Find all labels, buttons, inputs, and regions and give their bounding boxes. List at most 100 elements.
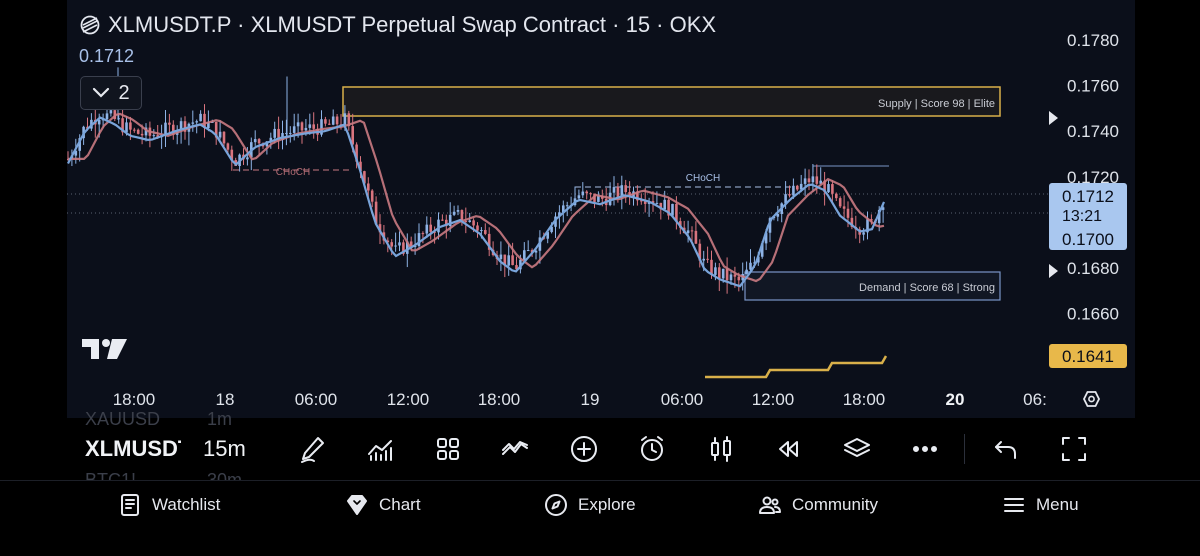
candle-body [195,121,198,123]
candle-body [425,224,429,234]
candle-body [507,255,510,266]
candle-body [156,135,159,138]
nav-explore[interactable]: Explore [544,493,636,517]
candle-body [515,265,518,270]
candle-body [803,178,807,184]
chart-header: XLMUSDT.P · XLMUSDT Perpetual Swap Contr… [80,10,716,40]
candle-body [581,191,585,196]
watchlist-icon [121,494,139,516]
candle-body [562,205,565,213]
candle-body [710,259,713,275]
candles-icon[interactable] [704,432,738,466]
nav-community-label: Community [792,495,878,514]
candle-body [546,232,549,239]
layers-icon[interactable] [840,432,874,466]
candle-body [125,122,128,133]
time-axis-label: 18:00 [478,390,521,409]
tradingview-logo-icon [82,339,127,359]
nav-menu[interactable]: Menu [1002,493,1079,517]
price-tick-label: 0.1760 [1067,77,1119,96]
candle-body [846,208,850,218]
nav-chart[interactable]: Chart [345,493,421,517]
bottom-navigation: Watchlist Chart Explore Community Menu [0,480,1200,556]
candle-body [347,113,351,127]
candle-body [768,218,772,233]
candle-body [792,185,795,196]
symbol-selector[interactable]: XLMUSDT [85,436,181,461]
candle-body [433,231,436,233]
candle-body [335,116,339,125]
axis-arrow-icon[interactable] [1049,264,1058,278]
candle-body [140,133,144,136]
ma-red-line [68,112,885,283]
candle-body [448,214,452,226]
candle-body [714,267,717,275]
undo-icon[interactable] [989,432,1023,466]
alert-icon[interactable] [635,432,669,466]
candle-body [136,129,140,134]
time-axis-label: 06:00 [295,390,338,409]
candle-body [105,113,109,120]
strategies-icon[interactable] [498,432,532,466]
nav-watchlist-label: Watchlist [152,495,221,514]
price-tick-label: 0.1720 [1067,168,1119,187]
candle-body [558,212,561,217]
candle-body [417,233,421,247]
candle-body [133,129,136,131]
grid-icon[interactable] [431,432,465,466]
candle-body [585,191,588,194]
chart-panel[interactable]: 0.1780 0.1760 0.1740 0.1720 0.1680 0.1660 Supp… [67,0,1135,418]
candle-body [370,190,374,202]
chart-toolbar: XAUUSD 1m BTC1! 30m XLMUSDT 15m [67,409,1135,490]
candle-body [480,230,483,232]
time-axis-label: 20 [946,390,965,409]
candle-body [796,185,799,190]
candle-body [679,221,682,228]
candle-body [702,258,705,261]
last-price-badge[interactable] [1049,183,1127,250]
candle-body [823,180,826,193]
candle-body [292,126,296,133]
candle-body [168,122,171,125]
indicators-icon[interactable] [363,432,397,466]
candle-body [199,113,202,122]
candle-body [452,211,456,215]
time-axis-label: 18 [216,390,235,409]
candle-body [718,267,721,279]
candle-body [374,201,378,225]
candle-body [807,178,811,183]
candle-body [472,220,475,226]
candle-body [671,203,674,216]
candle-body [304,127,308,131]
indicator-value: 0.1712 [79,46,135,66]
pen-icon[interactable] [296,432,330,466]
candle-body [464,220,468,222]
compass-icon [545,494,567,516]
candle-body [616,187,620,198]
symbol-title[interactable]: XLMUSDT.P · XLMUSDT Perpetual Swap Contr… [108,12,717,37]
candle-body [172,124,175,135]
interval-selector[interactable]: 15m [203,436,246,461]
community-icon [759,496,781,514]
candle-body [390,242,393,247]
lower-indicator-line [705,355,888,379]
candle-body [499,254,503,260]
candle-body [253,139,257,143]
demand-zone[interactable] [744,271,1001,301]
fullscreen-icon[interactable] [1057,432,1091,466]
candle-body [534,250,538,253]
candle-body [870,219,873,221]
price-chart[interactable]: 0.1780 0.1760 0.1740 0.1720 0.1680 0.1660 Supp… [67,0,1135,418]
axis-settings-icon[interactable] [1082,391,1101,407]
more-icon[interactable] [908,432,942,466]
add-icon[interactable] [567,432,601,466]
nav-community[interactable]: Community [758,493,878,517]
axis-arrow-icon[interactable] [1049,111,1058,125]
nav-watchlist[interactable]: Watchlist [118,493,220,517]
candle-body [328,123,331,125]
lower-price-badge[interactable] [1049,344,1127,368]
indicators-collapse-button[interactable]: 2 [80,76,142,110]
replay-icon[interactable] [771,432,805,466]
candle-body [331,116,335,125]
supply-zone[interactable] [342,86,1001,117]
